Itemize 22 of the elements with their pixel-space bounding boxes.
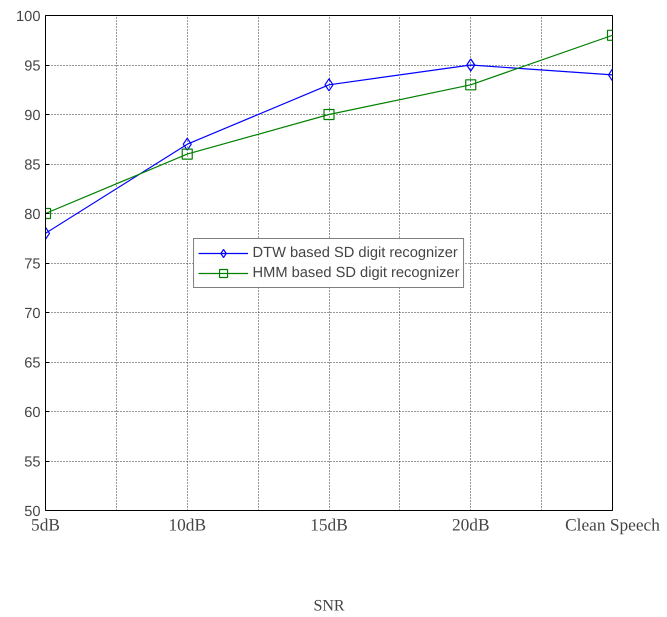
x-axis-title: SNR xyxy=(313,598,345,614)
y-tick-label: 95 xyxy=(24,58,41,74)
legend-label: DTW based SD digit recognizer xyxy=(252,244,458,260)
y-tick-label: 90 xyxy=(24,108,41,124)
y-tick-label: 80 xyxy=(24,207,41,223)
y-tick-label: 65 xyxy=(24,356,41,372)
y-tick-label: 60 xyxy=(24,405,41,421)
point xyxy=(182,138,192,151)
x-tick-label: 20dB xyxy=(452,516,490,534)
point xyxy=(324,78,334,92)
y-tick-label: 85 xyxy=(24,158,41,174)
y-tick-label: 55 xyxy=(24,454,41,470)
legend-label: HMM based SD digit recognizer xyxy=(252,264,460,280)
point xyxy=(323,108,335,120)
point xyxy=(465,79,476,90)
x-tick-label: 10dB xyxy=(168,516,206,534)
x-tick-label: Clean Speech xyxy=(565,516,660,534)
y-tick-label: 100 xyxy=(16,9,41,25)
point xyxy=(182,148,193,160)
y-tick-label: 70 xyxy=(24,306,41,322)
y-tick-label: 75 xyxy=(24,256,41,272)
x-tick-label: 15dB xyxy=(310,516,348,534)
